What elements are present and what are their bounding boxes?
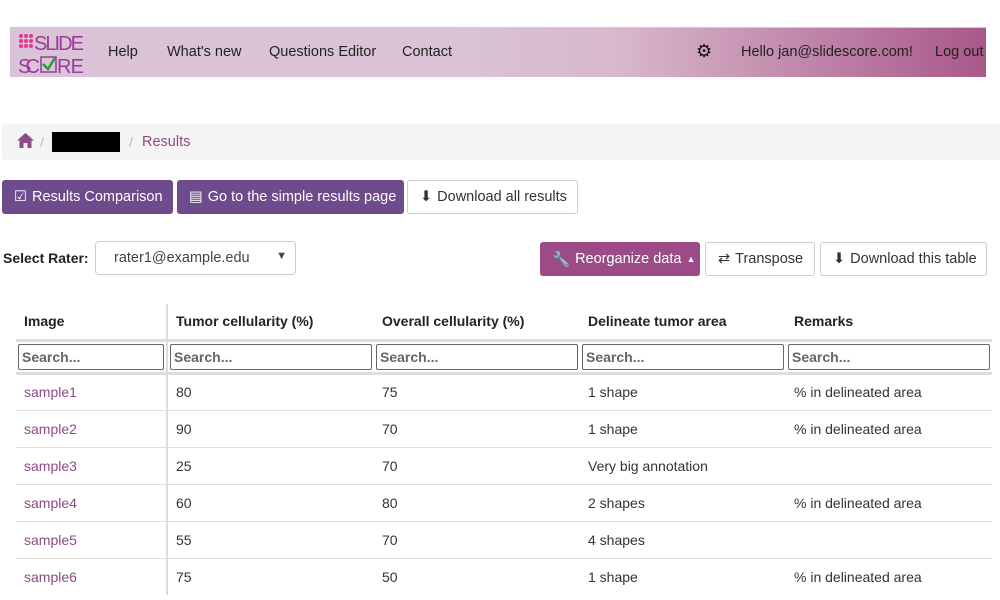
table-cell: Very big annotation (580, 446, 786, 484)
column-header[interactable]: Overall cellularity (%) (374, 304, 580, 342)
table-cell: 1 shape (580, 409, 786, 447)
search-input-image[interactable] (18, 343, 164, 370)
table-cell: % in delineated area (786, 409, 992, 447)
breadcrumb-current: Results (142, 134, 191, 150)
button-label: Transpose (735, 251, 804, 267)
image-link[interactable]: sample5 (24, 531, 77, 548)
download-all-button[interactable]: ⬇ Download all results (407, 180, 578, 214)
check-square-icon: ☑ (14, 189, 27, 205)
logout-link[interactable]: Log out (935, 44, 984, 60)
table-cell: sample1 (16, 372, 168, 410)
image-link[interactable]: sample6 (24, 568, 77, 585)
breadcrumb-separator: / (40, 134, 44, 150)
table-cell (786, 446, 992, 484)
chevron-down-icon: ▼ (276, 250, 287, 262)
rater-label: Select Rater: (3, 250, 89, 266)
download-icon: ⬇ (420, 189, 433, 205)
column-header[interactable]: Remarks (786, 304, 992, 342)
rater-value: rater1@example.edu (114, 250, 250, 266)
slidescore-logo[interactable]: SLIDE SC RE (17, 31, 87, 75)
svg-text:SLIDE: SLIDE (34, 33, 84, 55)
simple-results-button[interactable]: ▤ Go to the simple results page (177, 180, 404, 214)
table-cell: 80 (374, 483, 580, 521)
table-cell: 25 (167, 446, 374, 484)
table-cell: 55 (167, 520, 374, 558)
image-link[interactable]: sample3 (24, 457, 77, 474)
button-label: Download all results (437, 189, 567, 205)
rater-select[interactable]: rater1@example.edu ▼ (95, 241, 296, 275)
results-comparison-button[interactable]: ☑ Results Comparison (2, 180, 173, 214)
table-cell: 75 (374, 372, 580, 410)
image-link[interactable]: sample2 (24, 420, 77, 437)
list-icon: ▤ (189, 189, 203, 205)
table-cell: 70 (374, 446, 580, 484)
column-header[interactable]: Tumor cellularity (%) (167, 304, 374, 342)
search-input-overall[interactable] (376, 343, 578, 370)
table-row: sample6 75 50 1 shape% in delineated area (16, 557, 992, 595)
image-link[interactable]: sample1 (24, 384, 77, 400)
button-label: Download this table (850, 251, 977, 267)
table-header-row: Image Tumor cellularity (%) Overall cell… (16, 304, 992, 342)
table-cell: 2 shapes (580, 483, 786, 521)
image-link[interactable]: sample4 (24, 494, 77, 511)
gear-icon[interactable]: ⚙ (696, 41, 713, 61)
table-cell: sample6 (16, 557, 168, 595)
table-row: sample1 80 75 1 shape% in delineated area (16, 372, 992, 410)
button-label: Results Comparison (32, 189, 163, 205)
table-cell: sample2 (16, 409, 168, 447)
redacted-breadcrumb[interactable] (52, 132, 120, 152)
table-row: sample5 55 70 4 shapes (16, 520, 992, 558)
svg-text:RE: RE (57, 56, 84, 75)
nav-help[interactable]: Help (108, 44, 138, 60)
search-input-tumor[interactable] (170, 343, 372, 370)
download-icon: ⬇ (833, 251, 846, 267)
column-header[interactable]: Image (16, 304, 168, 342)
button-label: Reorganize data (575, 251, 682, 267)
table-cell: % in delineated area (786, 557, 992, 595)
search-row (16, 340, 992, 375)
results-table: Image Tumor cellularity (%) Overall cell… (16, 304, 992, 595)
greeting[interactable]: Hello jan@slidescore.com! (741, 44, 913, 60)
wrench-icon: 🔧 (552, 251, 571, 268)
table-cell: 1 shape (580, 557, 786, 595)
table-cell: 75 (167, 557, 374, 595)
table-cell: % in delineated area (786, 483, 992, 521)
retweet-icon: ⇄ (718, 251, 731, 267)
table-cell: 50 (374, 557, 580, 595)
breadcrumb-separator: / (129, 134, 133, 150)
transpose-button[interactable]: ⇄ Transpose (705, 242, 815, 276)
table-cell: 4 shapes (580, 520, 786, 558)
table-row: sample4 60 80 2 shapes% in delineated area (16, 483, 992, 521)
search-input-delineate[interactable] (582, 343, 784, 370)
table-cell: % in delineated area (786, 372, 992, 410)
search-input-remarks[interactable] (788, 343, 990, 370)
column-header[interactable]: Delineate tumor area (580, 304, 786, 342)
svg-text:SC: SC (18, 56, 40, 75)
table-cell: sample4 (16, 483, 168, 521)
table-cell (786, 520, 992, 558)
button-label: Go to the simple results page (207, 189, 397, 205)
table-cell: 70 (374, 520, 580, 558)
table-cell: 1 shape (580, 372, 786, 410)
table-cell: 80 (167, 372, 374, 410)
table-cell: sample3 (16, 446, 168, 484)
nav-contact[interactable]: Contact (402, 44, 452, 60)
nav-questions-editor[interactable]: Questions Editor (269, 44, 377, 60)
table-cell: 60 (167, 483, 374, 521)
navbar: SLIDE SC RE Help What's new Questions Ed… (10, 27, 986, 77)
nav-whats-new[interactable]: What's new (167, 44, 242, 60)
home-icon[interactable] (17, 133, 34, 148)
breadcrumb: / / Results (2, 124, 1000, 160)
table-cell: sample5 (16, 520, 168, 558)
table-row: sample2 90 70 1 shape% in delineated area (16, 409, 992, 447)
table-cell: 90 (167, 409, 374, 447)
table-cell: 70 (374, 409, 580, 447)
reorganize-data-button[interactable]: 🔧 Reorganize data ▲ (540, 242, 700, 276)
table-row: sample3 25 70 Very big annotation (16, 446, 992, 484)
download-table-button[interactable]: ⬇ Download this table (820, 242, 987, 276)
caret-up-icon: ▲ (686, 254, 696, 264)
